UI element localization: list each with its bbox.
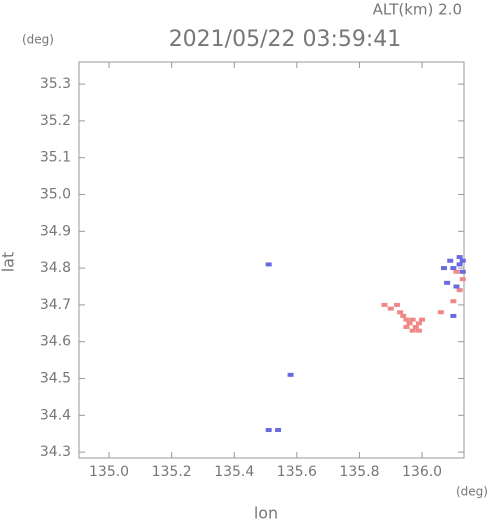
y-tick-label: 35.3 bbox=[40, 76, 71, 92]
echo-cell bbox=[406, 321, 413, 326]
echo-cell bbox=[456, 255, 463, 260]
subtitle: ALT(km) 2.0 bbox=[373, 1, 462, 19]
y-tick-label: 35.1 bbox=[40, 150, 71, 166]
echo-cell bbox=[440, 266, 447, 271]
echo-cell bbox=[453, 269, 460, 274]
echo-cell bbox=[409, 317, 416, 322]
echo-cell bbox=[409, 328, 416, 333]
echo-cell bbox=[265, 428, 272, 433]
y-tick-label: 34.5 bbox=[40, 371, 71, 387]
y-tick-label: 34.4 bbox=[40, 407, 71, 423]
echo-cell bbox=[403, 324, 410, 329]
echo-cell bbox=[400, 313, 407, 318]
echo-cell bbox=[387, 306, 394, 311]
y-tick-label: 34.7 bbox=[40, 297, 71, 313]
echo-cell bbox=[287, 372, 294, 377]
echo-cell bbox=[415, 321, 422, 326]
y-unit: (deg) bbox=[22, 33, 54, 47]
echo-cell bbox=[456, 262, 463, 267]
echo-cell bbox=[412, 324, 419, 329]
x-tick-label: 135.4 bbox=[214, 464, 254, 480]
echo-cell bbox=[450, 266, 457, 271]
x-tick-label: 135.8 bbox=[339, 464, 379, 480]
echo-cell bbox=[415, 328, 422, 333]
x-tick-label: 135.2 bbox=[152, 464, 192, 480]
plot-frame bbox=[78, 61, 465, 459]
echo-cell bbox=[453, 284, 460, 289]
echo-cell bbox=[381, 302, 388, 307]
y-tick-label: 34.6 bbox=[40, 334, 71, 350]
echo-cell bbox=[394, 302, 401, 307]
x-tick-label: 135.6 bbox=[277, 464, 317, 480]
echo-cell bbox=[275, 428, 282, 433]
y-tick-label: 34.3 bbox=[40, 444, 71, 460]
y-tick-label: 34.8 bbox=[40, 260, 71, 276]
echo-cell bbox=[444, 280, 451, 285]
x-tick-label: 136.0 bbox=[402, 464, 442, 480]
echo-cell bbox=[403, 317, 410, 322]
chart-title: 2021/05/22 03:59:41 bbox=[169, 27, 402, 52]
echo-cell bbox=[450, 313, 457, 318]
echo-cell bbox=[456, 288, 463, 293]
y-label: lat bbox=[0, 252, 18, 273]
y-tick-label: 35.0 bbox=[40, 186, 71, 202]
y-tick-label: 35.2 bbox=[40, 113, 71, 129]
x-label: lon bbox=[254, 504, 278, 521]
echo-cell bbox=[397, 310, 404, 315]
echo-cell bbox=[437, 310, 444, 315]
echo-cell bbox=[265, 262, 272, 267]
x-unit: (deg) bbox=[456, 485, 488, 499]
x-tick-label: 135.0 bbox=[89, 464, 129, 480]
echo-cell bbox=[459, 258, 466, 263]
echo-cell bbox=[450, 299, 457, 304]
echo-cell bbox=[419, 317, 426, 322]
echo-cell bbox=[459, 277, 466, 282]
y-tick-label: 34.9 bbox=[40, 223, 71, 239]
echo-cell bbox=[447, 258, 454, 263]
echo-cell bbox=[459, 269, 466, 274]
